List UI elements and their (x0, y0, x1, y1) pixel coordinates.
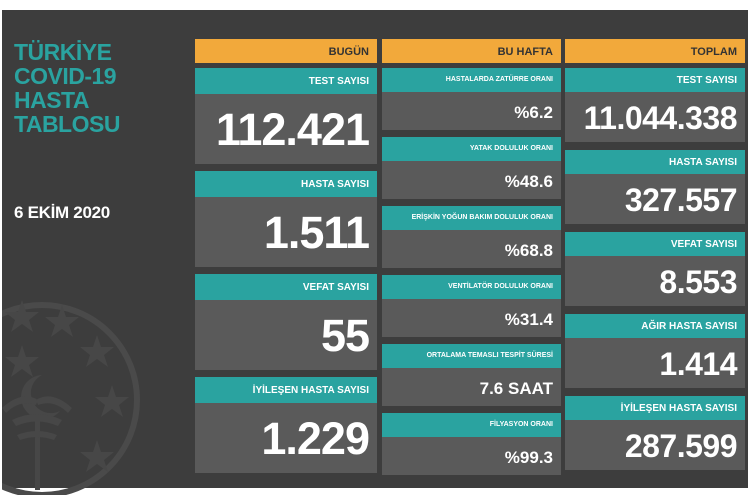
stat-value: 11.044.338 (565, 92, 745, 142)
stat-label: ORTALAMA TEMASLI TESPİT SÜRESİ (382, 344, 561, 368)
total-column: TOPLAM TEST SAYISI 11.044.338 HASTA SAYI… (565, 39, 745, 484)
stat-label: AĞIR HASTA SAYISI (565, 314, 745, 338)
total-recovered-block: İYİLEŞEN HASTA SAYISI 287.599 (565, 396, 745, 470)
today-test-block: TEST SAYISI 112.421 (195, 68, 377, 164)
stat-label: İYİLEŞEN HASTA SAYISI (195, 377, 377, 403)
stat-label: HASTA SAYISI (565, 150, 745, 174)
report-date: 6 EKİM 2020 (14, 203, 110, 222)
stat-value: %99.3 (382, 437, 561, 475)
today-cases-block: HASTA SAYISI 1.511 (195, 171, 377, 267)
stat-value: 1.414 (565, 338, 745, 388)
total-cases-block: HASTA SAYISI 327.557 (565, 150, 745, 224)
stat-value: %68.8 (382, 230, 561, 268)
total-deaths-block: VEFAT SAYISI 8.553 (565, 232, 745, 306)
title-line: COVID-19 (14, 63, 117, 89)
stat-label: VEFAT SAYISI (195, 274, 377, 300)
stat-value: %31.4 (382, 299, 561, 337)
today-column: BUGÜN TEST SAYISI 112.421 HASTA SAYISI 1… (195, 39, 377, 484)
stat-label: FİLYASYON ORANI (382, 413, 561, 437)
stat-value: 1.511 (195, 197, 377, 267)
week-bed-occupancy-block: YATAK DOLULUK ORANI %48.6 (382, 137, 561, 199)
stat-label: TEST SAYISI (195, 68, 377, 94)
week-ventilator-block: VENTİLATÖR DOLULUK ORANI %31.4 (382, 275, 561, 337)
stat-label: VENTİLATÖR DOLULUK ORANI (382, 275, 561, 299)
stat-value: 55 (195, 300, 377, 370)
page-title: TÜRKİYE COVID-19 HASTA TABLOSU (14, 40, 120, 136)
title-line: TÜRKİYE (14, 39, 112, 65)
total-header: TOPLAM (565, 39, 745, 63)
stat-value: 7.6 SAAT (382, 368, 561, 406)
today-recovered-block: İYİLEŞEN HASTA SAYISI 1.229 (195, 377, 377, 473)
stat-value: 8.553 (565, 256, 745, 306)
covid-table-board: TÜRKİYE COVID-19 HASTA TABLOSU 6 EKİM 20… (2, 10, 748, 495)
week-icu-occupancy-block: ERİŞKİN YOĞUN BAKIM DOLULUK ORANI %68.8 (382, 206, 561, 268)
total-test-block: TEST SAYISI 11.044.338 (565, 68, 745, 142)
stat-label: ERİŞKİN YOĞUN BAKIM DOLULUK ORANI (382, 206, 561, 230)
stat-value: 327.557 (565, 174, 745, 224)
stat-label: YATAK DOLULUK ORANI (382, 137, 561, 161)
stat-value: %6.2 (382, 92, 561, 130)
today-header: BUGÜN (195, 39, 377, 63)
stat-label: TEST SAYISI (565, 68, 745, 92)
week-header: BU HAFTA (382, 39, 561, 63)
title-line: HASTA (14, 87, 90, 113)
week-pneumonia-block: HASTALARDA ZATÜRRE ORANI %6.2 (382, 68, 561, 130)
stat-value: 287.599 (565, 420, 745, 470)
stat-label: HASTA SAYISI (195, 171, 377, 197)
stat-label: HASTALARDA ZATÜRRE ORANI (382, 68, 561, 92)
stat-value: %48.6 (382, 161, 561, 199)
total-severe-block: AĞIR HASTA SAYISI 1.414 (565, 314, 745, 388)
ministry-emblem-icon (2, 300, 140, 495)
week-contact-time-block: ORTALAMA TEMASLI TESPİT SÜRESİ 7.6 SAAT (382, 344, 561, 406)
stat-label: VEFAT SAYISI (565, 232, 745, 256)
week-filiation-block: FİLYASYON ORANI %99.3 (382, 413, 561, 475)
stat-value: 112.421 (195, 94, 377, 164)
week-column: BU HAFTA HASTALARDA ZATÜRRE ORANI %6.2 Y… (382, 39, 561, 484)
stat-value: 1.229 (195, 403, 377, 473)
stat-label: İYİLEŞEN HASTA SAYISI (565, 396, 745, 420)
title-line: TABLOSU (14, 111, 120, 137)
today-deaths-block: VEFAT SAYISI 55 (195, 274, 377, 370)
